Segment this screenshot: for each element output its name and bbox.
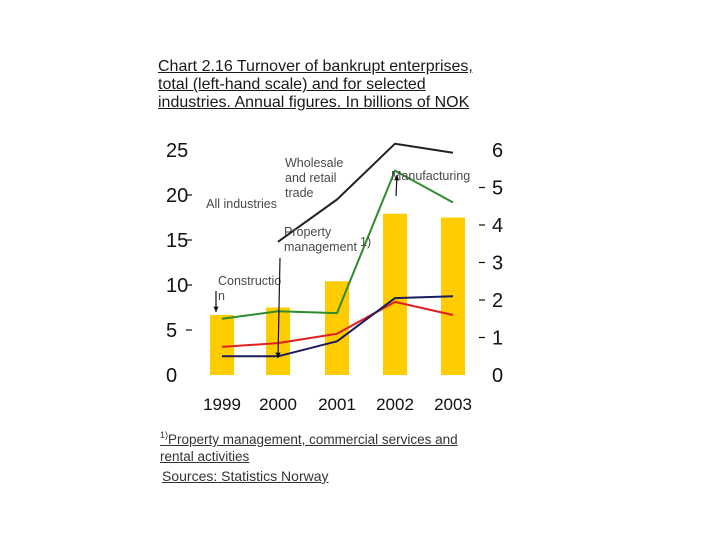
annotation-construction-1: n — [218, 289, 225, 303]
series-line-1 — [221, 169, 454, 320]
footnote-mark: 1) — [160, 430, 169, 440]
x-tick-label-2003: 2003 — [434, 395, 472, 414]
bars-layer — [210, 213, 465, 375]
right-tick-label-1: 1 — [492, 328, 503, 350]
construction-arrow-head — [213, 306, 219, 312]
right-tick-label-2: 2 — [492, 290, 503, 312]
x-tick-label-1999: 1999 — [203, 395, 241, 414]
left-tick-label-5: 5 — [166, 320, 177, 342]
source-note: Sources: Statistics Norway — [162, 468, 329, 484]
bar-2002 — [383, 213, 407, 375]
series-line-3 — [222, 295, 454, 358]
annotation-property-sup: 1) — [360, 235, 371, 249]
annotation-wholesale-0: Wholesale — [285, 156, 343, 170]
annotation-wholesale-1: and retail — [285, 171, 336, 185]
footnote-line-1: Property management, commercial services… — [168, 432, 458, 447]
right-tick-label-5: 5 — [492, 178, 503, 200]
manufacturing-arrow-head — [394, 175, 400, 181]
left-tick-label-10: 10 — [166, 275, 188, 297]
lines-layer — [221, 142, 454, 358]
bar-1999 — [210, 315, 234, 375]
x-tick-label-2001: 2001 — [318, 395, 356, 414]
bar-2001 — [325, 281, 349, 375]
annotation-construction-0: Constructio — [218, 274, 281, 288]
property-arrow — [277, 257, 281, 359]
left-tick-label-15: 15 — [166, 230, 188, 252]
left-tick-label-0: 0 — [166, 365, 177, 387]
footnote: 1)Property management, commercial servic… — [160, 427, 490, 465]
x-tick-label-2000: 2000 — [259, 395, 297, 414]
annotation-property-1: management — [284, 240, 357, 254]
left-tick-label-25: 25 — [166, 140, 188, 162]
annotation-property-0: Property — [284, 225, 332, 239]
right-tick-label-4: 4 — [492, 215, 503, 237]
x-tick-label-2002: 2002 — [376, 395, 414, 414]
right-tick-label-0: 0 — [492, 365, 503, 387]
footnote-line-2: rental activities — [160, 449, 250, 464]
series-line-2 — [221, 300, 454, 348]
annotation-wholesale-2: trade — [285, 186, 314, 200]
annotation-manufacturing: Manufacturing — [391, 169, 470, 183]
right-tick-label-6: 6 — [492, 140, 503, 162]
property-arrow-head — [275, 352, 281, 358]
ticks-layer: 0 5 10 15 20 25 0 1 2 3 4 5 6 1999 2000 2001 2002 2003 — [166, 140, 503, 414]
series-line-0 — [277, 142, 454, 243]
annotation-all-industries: All industries — [206, 197, 277, 211]
chart-title: Chart 2.16 Turnover of bankrupt enterpri… — [158, 58, 473, 111]
left-tick-label-20: 20 — [166, 185, 188, 207]
right-tick-label-3: 3 — [492, 253, 503, 275]
